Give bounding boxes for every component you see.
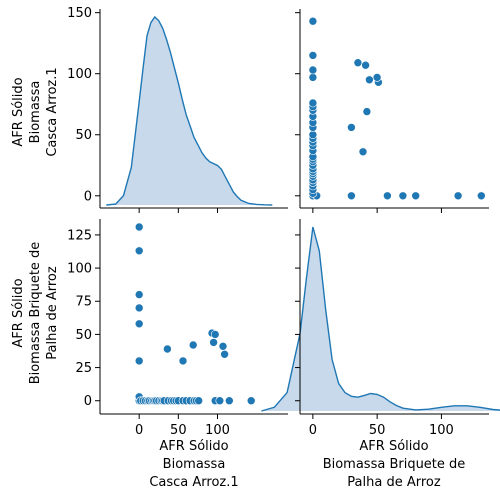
tr-point <box>372 73 382 82</box>
y-label-row1-line3: Casca Arroz.1 <box>45 67 60 156</box>
tr-point <box>347 191 356 201</box>
bl-point <box>134 222 144 232</box>
x-label-col2-line2: Biomassa Briquete de <box>323 457 466 472</box>
bl-point <box>188 340 198 350</box>
tr-point <box>308 73 318 82</box>
bl-point <box>134 246 144 256</box>
bl-point <box>210 330 220 339</box>
tr-point <box>411 191 421 201</box>
tr-point <box>365 75 374 85</box>
br-kde-line <box>261 226 500 412</box>
bl-ytick-label: 75 <box>75 295 92 310</box>
kde-panel-casca-arroz: 0 50 100 150 <box>67 6 288 213</box>
tl-ytick-label: 50 <box>75 128 92 143</box>
bl-ytick-label: 25 <box>75 361 92 376</box>
tl-ytick-label: 0 <box>84 189 92 204</box>
x-label-col1-line3: Casca Arroz.1 <box>149 475 238 490</box>
tr-point <box>353 58 363 68</box>
bl-point <box>215 396 225 406</box>
tr-point <box>308 16 318 26</box>
bl-point <box>209 338 218 347</box>
bl-point <box>134 356 144 366</box>
kde-panel-briquete: 0 50 100 <box>261 219 500 438</box>
bl-point <box>134 319 144 329</box>
bl-point <box>134 290 144 299</box>
x-label-col1-line1: AFR Sólido <box>159 439 228 454</box>
tr-point <box>398 191 408 201</box>
bl-point <box>220 349 229 359</box>
tr-point <box>476 191 486 201</box>
tr-point <box>383 191 392 201</box>
tr-point <box>362 107 372 116</box>
br-xtick-label: 0 <box>309 423 317 438</box>
tr-point <box>361 60 370 70</box>
scatter-panel-briquete-vs-casca <box>295 9 489 213</box>
bl-ytick-label: 50 <box>75 328 92 343</box>
bl-point <box>225 396 234 406</box>
tl-kde-fill <box>106 17 273 205</box>
y-label-row1-line1: AFR Sólido <box>11 77 26 146</box>
y-label-row2-line1: AFR Sólido <box>11 278 26 347</box>
br-xtick-label: 100 <box>429 423 454 438</box>
tr-point <box>358 147 368 157</box>
bl-xtick-label: 100 <box>205 423 230 438</box>
bl-point <box>194 396 203 406</box>
y-label-row2-line3: Palha de Arroz <box>45 266 60 360</box>
tl-ytick-label: 150 <box>67 6 92 21</box>
bl-point <box>218 341 228 351</box>
bl-ytick-label: 125 <box>67 228 92 243</box>
tr-point <box>308 130 318 139</box>
x-label-col2-line1: AFR Sólido <box>359 439 428 454</box>
bl-point <box>163 344 172 354</box>
scatter-panel-casca-vs-briquete: 0 25 50 75 100 125 0 50 100 <box>67 219 288 438</box>
x-label-col1-line2: Biomassa <box>163 457 226 472</box>
bl-ytick-label: 0 <box>84 394 92 409</box>
bl-xtick-label: 0 <box>135 423 143 438</box>
tl-ytick-label: 100 <box>67 67 92 82</box>
br-kde-fill <box>261 227 500 411</box>
y-label-row2-line2: Biomassa Briquete de <box>28 242 43 385</box>
bl-ytick-label: 100 <box>67 262 92 277</box>
br-xtick-label: 50 <box>369 423 386 438</box>
y-label-row1-line2: Biomassa <box>28 81 43 144</box>
bl-xtick-label: 50 <box>170 423 187 438</box>
tr-point <box>453 191 463 201</box>
x-label-col2-line3: Palha de Arroz <box>347 475 441 490</box>
tr-point <box>347 123 356 132</box>
bl-point <box>134 303 144 313</box>
tr-point <box>308 98 318 108</box>
tl-kde-line <box>106 15 273 206</box>
bl-point <box>246 396 256 406</box>
bl-point <box>178 356 188 366</box>
tr-point <box>308 65 318 75</box>
tr-point <box>308 51 318 60</box>
